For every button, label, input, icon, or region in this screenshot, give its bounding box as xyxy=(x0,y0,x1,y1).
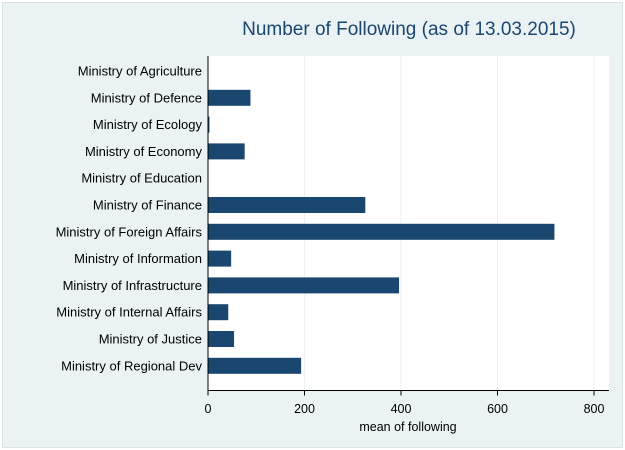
x-axis-title: mean of following xyxy=(359,420,456,434)
category-label: Ministry of Agriculture xyxy=(78,64,202,79)
plot-area xyxy=(208,56,609,390)
x-tick-label: 800 xyxy=(584,402,605,416)
x-tick-label: 600 xyxy=(487,402,508,416)
category-label: Ministry of Education xyxy=(81,171,202,186)
category-label: Ministry of Finance xyxy=(93,198,202,213)
category-labels: Ministry of Agriculture Ministry of Defen… xyxy=(56,64,203,374)
x-axis-ticks: 0 200 400 600 800 xyxy=(205,390,605,416)
bar xyxy=(208,250,232,267)
x-tick-label: 0 xyxy=(205,402,212,416)
category-label: Ministry of Internal Affairs xyxy=(56,305,202,320)
category-label: Ministry of Defence xyxy=(91,90,202,105)
category-label: Ministry of Information xyxy=(74,251,202,266)
bar xyxy=(208,304,229,321)
bar xyxy=(208,143,245,160)
category-label: Ministry of Infrastructure xyxy=(63,278,202,293)
bar xyxy=(208,116,210,133)
category-label: Ministry of Foreign Affairs xyxy=(56,224,203,239)
bar xyxy=(208,357,302,374)
category-label: Ministry of Economy xyxy=(85,144,203,159)
chart-title: Number of Following (as of 13.03.2015) xyxy=(242,19,576,40)
category-label: Ministry of Justice xyxy=(99,332,202,347)
bar xyxy=(208,223,555,240)
x-tick-label: 400 xyxy=(391,402,412,416)
x-tick-label: 200 xyxy=(294,402,315,416)
category-label: Ministry of Ecology xyxy=(93,117,203,132)
gridlines xyxy=(304,56,595,391)
category-label: Ministry of Regional Dev xyxy=(61,358,202,373)
bar xyxy=(208,331,235,347)
bars xyxy=(208,89,555,374)
bar xyxy=(208,89,251,106)
bar xyxy=(208,197,366,213)
bar xyxy=(208,277,400,294)
